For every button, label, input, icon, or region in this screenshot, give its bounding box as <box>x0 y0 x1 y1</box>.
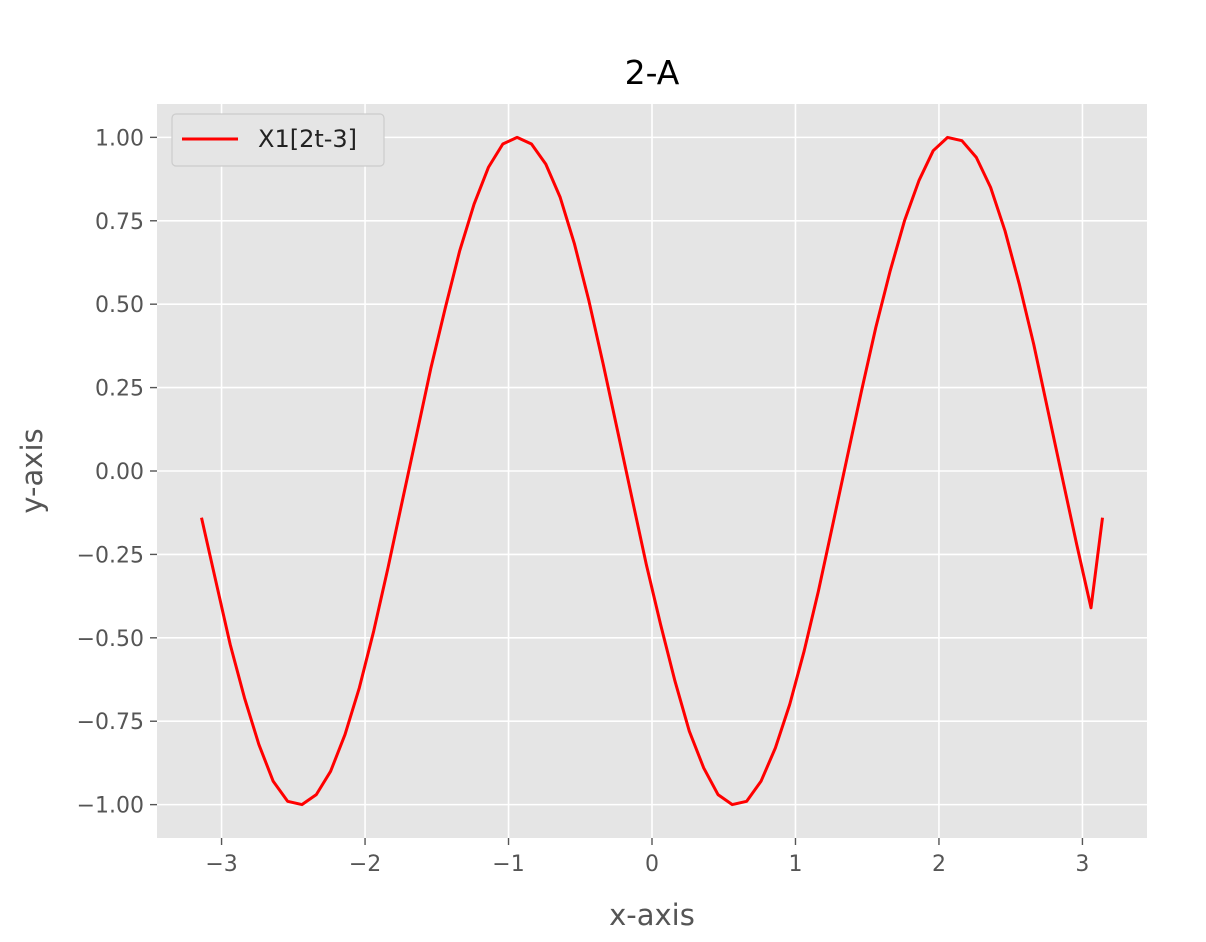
y-tick-label: 0.75 <box>95 210 144 235</box>
y-tick-label: −0.75 <box>77 710 144 735</box>
y-tick-label: −0.50 <box>77 627 144 652</box>
legend-box <box>171 113 385 167</box>
axis-ticks: −3 −2 −1 0 1 2 3 1.00 0.75 0.50 0.25 0.00 −0.25 −0.50… <box>77 126 1090 877</box>
y-tick-label: 0.25 <box>95 377 144 402</box>
y-axis-label: y-axis <box>15 428 49 513</box>
legend-label: X1[2t-3] <box>258 125 357 153</box>
chart-title: 2-A <box>625 53 680 92</box>
series-line <box>200 135 1104 807</box>
y-tick-label: 1.00 <box>95 126 144 151</box>
legend: X1[2t-3] <box>171 113 385 167</box>
y-tick-label: −1.00 <box>77 794 144 819</box>
x-tick-label: 2 <box>932 852 946 877</box>
x-tick-label: 0 <box>645 852 659 877</box>
x-tick-label: −3 <box>205 852 237 877</box>
series-lines <box>200 135 1104 807</box>
x-tick-label: 1 <box>788 852 802 877</box>
x-tick-label: 3 <box>1075 852 1089 877</box>
x-tick-label: −1 <box>492 852 524 877</box>
y-tick-label: 0.50 <box>95 293 144 318</box>
x-axis-label: x-axis <box>609 898 695 932</box>
y-tick-label: 0.00 <box>95 460 144 485</box>
x-tick-label: −2 <box>349 852 381 877</box>
y-tick-label: −0.25 <box>77 543 144 568</box>
